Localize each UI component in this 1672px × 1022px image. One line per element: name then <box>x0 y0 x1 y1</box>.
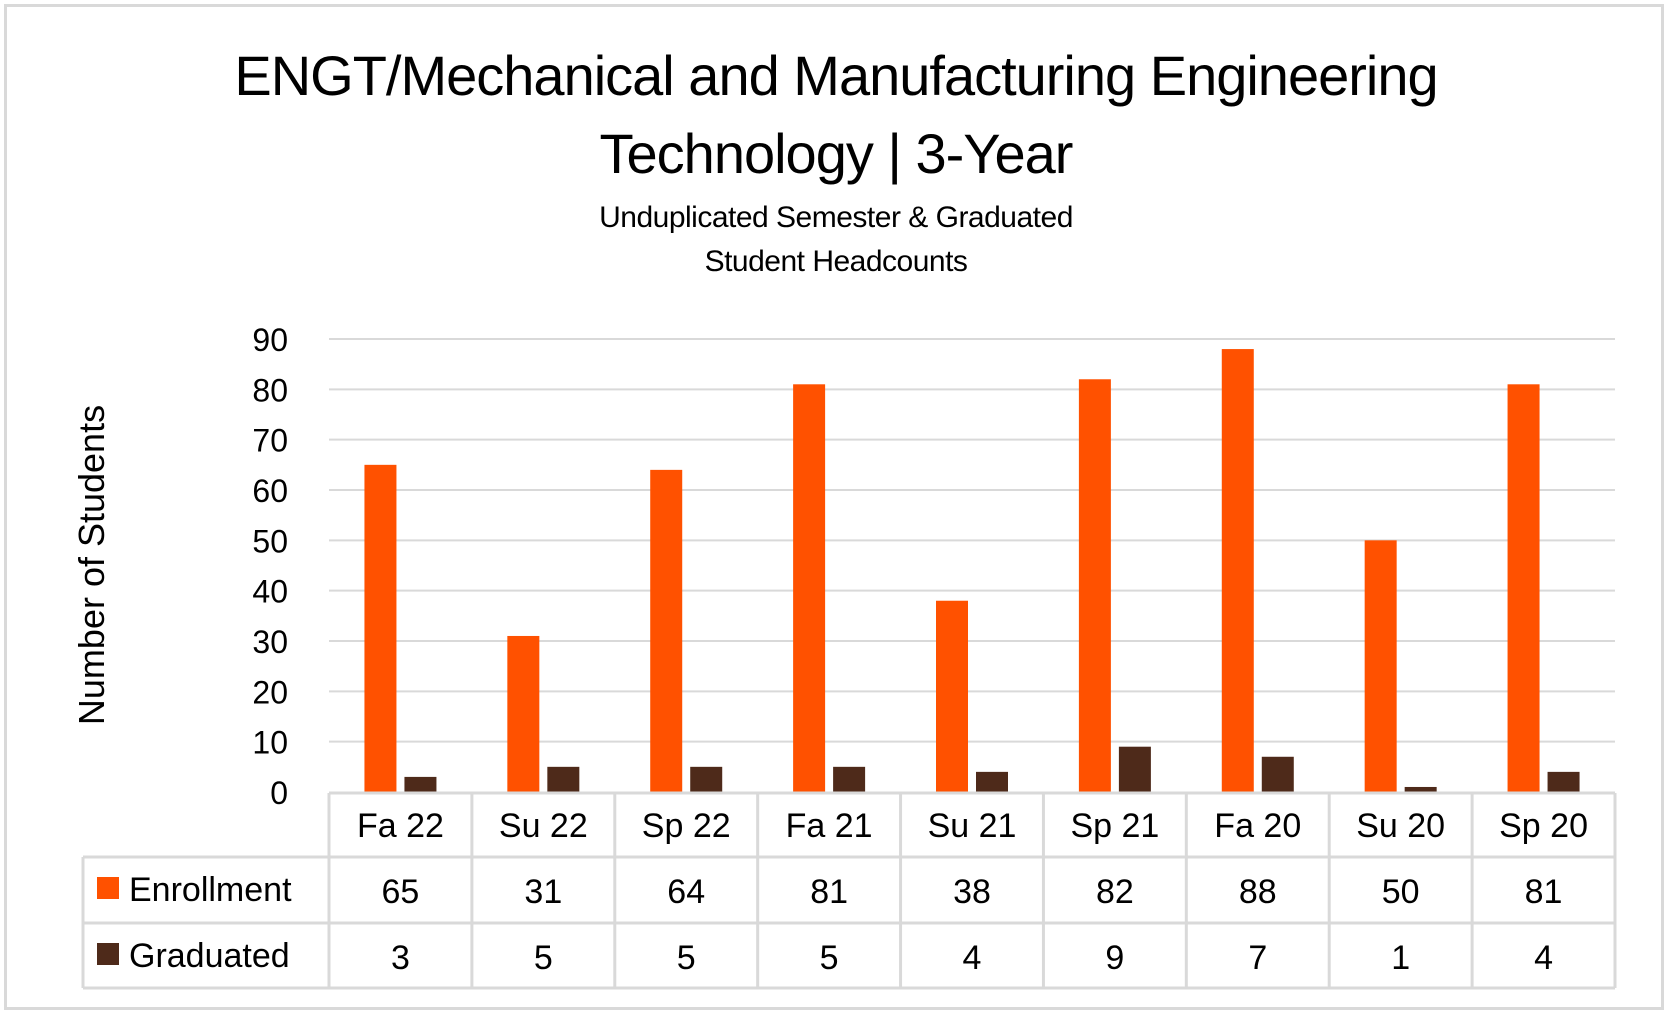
data-label-graduated: 7 <box>1248 939 1267 977</box>
bar-enrollment-fa-20 <box>1221 349 1254 792</box>
bar-enrollment-sp-20 <box>1507 384 1540 792</box>
chart-title-line-1: ENGT/Mechanical and Manufacturing Engine… <box>234 44 1438 107</box>
data-label-graduated: 5 <box>534 939 553 977</box>
chart-title-line-2: Technology | 3-Year <box>599 122 1074 185</box>
y-tick-label: 30 <box>252 624 288 660</box>
data-label-enrollment: 31 <box>524 873 562 911</box>
data-label-graduated: 1 <box>1391 939 1410 977</box>
data-label-graduated: 5 <box>820 939 839 977</box>
legend-swatch-graduated <box>97 943 119 965</box>
y-tick-label: 10 <box>252 725 288 761</box>
bar-enrollment-su-20 <box>1364 540 1397 792</box>
x-tick-label: Sp 21 <box>1070 807 1159 845</box>
y-tick-label: 50 <box>252 523 288 559</box>
bar-graduated-fa-20 <box>1261 756 1294 792</box>
y-tick-label: 80 <box>252 372 288 408</box>
bar-enrollment-fa-21 <box>793 384 826 792</box>
bar-graduated-fa-22 <box>404 776 437 792</box>
bar-graduated-fa-21 <box>833 766 866 792</box>
x-tick-label: Su 20 <box>1356 807 1445 845</box>
data-label-enrollment: 64 <box>667 873 705 911</box>
bar-graduated-su-21 <box>976 771 1008 792</box>
bar-enrollment-sp-22 <box>650 469 683 792</box>
data-label-graduated: 5 <box>677 939 696 977</box>
y-tick-label: 40 <box>252 574 288 610</box>
bar-enrollment-su-22 <box>507 635 540 792</box>
y-tick-label: 60 <box>252 473 288 509</box>
x-tick-label: Sp 22 <box>642 807 731 845</box>
data-label-enrollment: 65 <box>382 873 420 911</box>
y-axis-ticks: 0 10 20 30 40 50 60 70 80 90 <box>252 322 288 811</box>
legend-swatch-enrollment <box>97 877 119 899</box>
chart-subtitle-line-1: Unduplicated Semester & Graduated <box>599 201 1073 234</box>
x-tick-label: Su 22 <box>499 807 588 845</box>
data-label-enrollment: 38 <box>953 873 991 911</box>
bars <box>364 349 1580 792</box>
y-tick-label: 20 <box>252 674 288 710</box>
data-label-graduated: 9 <box>1105 939 1124 977</box>
data-label-enrollment: 81 <box>810 873 848 911</box>
x-tick-label: Fa 22 <box>357 807 444 845</box>
legend-label-graduated: Graduated <box>129 937 290 975</box>
bar-graduated-sp-22 <box>690 766 723 792</box>
data-label-graduated: 3 <box>391 939 410 977</box>
x-tick-label: Fa 21 <box>786 807 873 845</box>
data-table: Fa 22 Su 22 Sp 22 Fa 21 Su 21 Sp 21 Fa 20 Su 20… <box>81 791 1617 990</box>
y-tick-label: 0 <box>270 775 288 811</box>
chart-subtitle-line-2: Student Headcounts <box>704 245 968 278</box>
bar-enrollment-fa-22 <box>364 464 397 792</box>
bar-graduated-sp-21 <box>1118 746 1151 792</box>
y-tick-label: 70 <box>252 423 288 459</box>
bar-graduated-sp-20 <box>1547 771 1580 792</box>
data-label-enrollment: 50 <box>1382 873 1420 911</box>
bar-graduated-su-22 <box>547 766 580 792</box>
bar-enrollment-su-21 <box>936 600 968 792</box>
gridlines <box>329 338 1615 743</box>
data-label-graduated: 4 <box>1534 939 1553 977</box>
data-label-enrollment: 81 <box>1525 873 1563 911</box>
data-label-enrollment: 82 <box>1096 873 1134 911</box>
x-tick-label: Fa 20 <box>1214 807 1301 845</box>
bar-graduated-su-20 <box>1404 786 1437 792</box>
data-label-enrollment: 88 <box>1239 873 1277 911</box>
bar-enrollment-sp-21 <box>1078 379 1111 792</box>
x-tick-label: Sp 20 <box>1499 807 1588 845</box>
data-label-graduated: 4 <box>963 939 982 977</box>
x-tick-label: Su 21 <box>928 807 1017 845</box>
legend-label-enrollment: Enrollment <box>129 871 292 909</box>
chart-frame <box>4 4 1664 1010</box>
y-tick-label: 90 <box>252 322 288 358</box>
